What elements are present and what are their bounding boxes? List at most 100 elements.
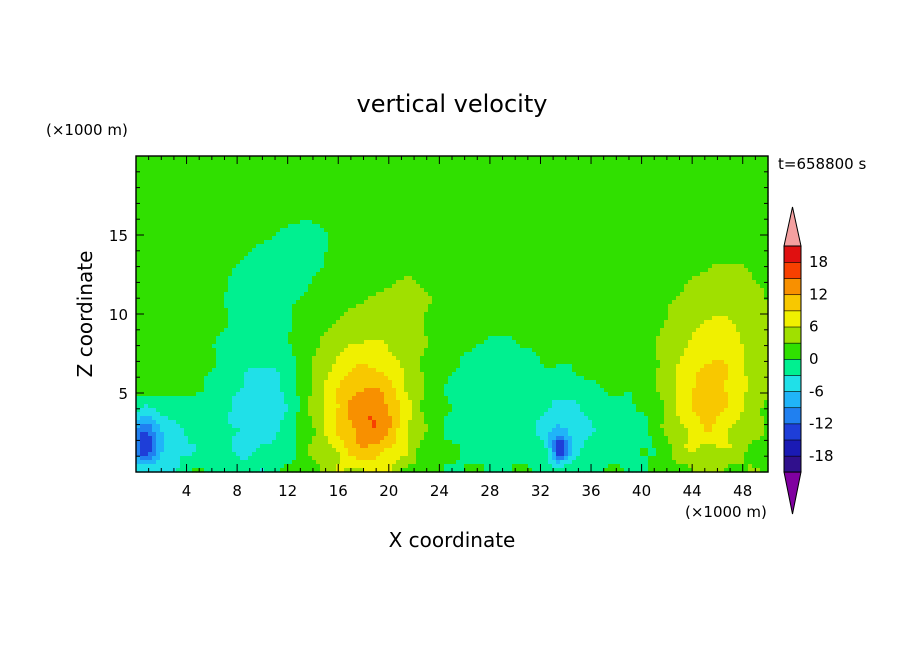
contour-cell bbox=[220, 240, 225, 245]
contour-cell bbox=[396, 244, 401, 249]
contour-cell bbox=[744, 276, 749, 281]
contour-cell bbox=[148, 216, 153, 221]
contour-cell bbox=[176, 232, 181, 237]
contour-cell bbox=[340, 240, 345, 245]
contour-cell bbox=[432, 160, 437, 165]
contour-cell bbox=[488, 192, 493, 197]
contour-cell bbox=[684, 180, 689, 185]
contour-cell bbox=[540, 216, 545, 221]
contour-cell bbox=[392, 172, 397, 177]
contour-cell bbox=[172, 192, 177, 197]
contour-cell bbox=[696, 232, 701, 237]
contour-cell bbox=[296, 232, 301, 237]
contour-cell bbox=[620, 264, 625, 269]
contour-cell bbox=[168, 236, 173, 241]
contour-cell bbox=[684, 224, 689, 229]
contour-cell bbox=[444, 280, 449, 285]
contour-cell bbox=[220, 156, 225, 161]
contour-cell bbox=[740, 272, 745, 277]
contour-cell bbox=[336, 264, 341, 269]
contour-cell bbox=[580, 264, 585, 269]
contour-cell bbox=[472, 224, 477, 229]
contour-cell bbox=[548, 176, 553, 181]
contour-cell bbox=[184, 212, 189, 217]
contour-cell bbox=[632, 240, 637, 245]
contour-cell bbox=[396, 204, 401, 209]
contour-cell bbox=[284, 192, 289, 197]
contour-cell bbox=[744, 220, 749, 225]
contour-cell bbox=[252, 232, 257, 237]
contour-cell bbox=[516, 200, 521, 205]
contour-cell bbox=[672, 256, 677, 261]
contour-cell bbox=[168, 224, 173, 229]
contour-cell bbox=[516, 232, 521, 237]
contour-cell bbox=[344, 228, 349, 233]
contour-cell bbox=[208, 252, 213, 257]
contour-cell bbox=[276, 220, 281, 225]
contour-cell bbox=[196, 208, 201, 213]
contour-cell bbox=[684, 244, 689, 249]
contour-cell bbox=[644, 272, 649, 277]
contour-cell bbox=[296, 184, 301, 189]
contour-cell bbox=[284, 260, 289, 265]
contour-cell bbox=[616, 200, 621, 205]
contour-cell bbox=[756, 272, 761, 277]
contour-cell bbox=[548, 248, 553, 253]
contour-cell bbox=[320, 200, 325, 205]
contour-cell bbox=[528, 272, 533, 277]
contour-cell bbox=[624, 248, 629, 253]
contour-cell bbox=[220, 236, 225, 241]
contour-cell bbox=[468, 256, 473, 261]
contour-cell bbox=[696, 216, 701, 221]
contour-cell bbox=[616, 216, 621, 221]
contour-cell bbox=[192, 168, 197, 173]
contour-cell bbox=[396, 240, 401, 245]
contour-cell bbox=[536, 156, 541, 161]
contour-cell bbox=[512, 224, 517, 229]
contour-cell bbox=[180, 176, 185, 181]
contour-cell bbox=[632, 172, 637, 177]
contour-cell bbox=[256, 280, 261, 285]
contour-cell bbox=[608, 160, 613, 165]
contour-cell bbox=[452, 228, 457, 233]
contour-cell bbox=[668, 180, 673, 185]
contour-cell bbox=[740, 164, 745, 169]
contour-cell bbox=[380, 216, 385, 221]
contour-cell bbox=[664, 176, 669, 181]
contour-cell bbox=[336, 260, 341, 265]
contour-cell bbox=[368, 212, 373, 217]
contour-cell bbox=[360, 236, 365, 241]
contour-cell bbox=[276, 236, 281, 241]
contour-cell bbox=[524, 188, 529, 193]
contour-cell bbox=[612, 196, 617, 201]
contour-cell bbox=[452, 180, 457, 185]
contour-cell bbox=[216, 192, 221, 197]
contour-cell bbox=[252, 256, 257, 261]
contour-cell bbox=[732, 244, 737, 249]
contour-cell bbox=[160, 200, 165, 205]
contour-cell bbox=[240, 224, 245, 229]
contour-cell bbox=[320, 196, 325, 201]
contour-cell bbox=[236, 168, 241, 173]
contour-cell bbox=[720, 196, 725, 201]
contour-cell bbox=[596, 256, 601, 261]
contour-cell bbox=[504, 252, 509, 257]
contour-cell bbox=[160, 240, 165, 245]
contour-cell bbox=[752, 164, 757, 169]
contour-cell bbox=[692, 212, 697, 217]
contour-cell bbox=[196, 280, 201, 285]
contour-cell bbox=[304, 256, 309, 261]
contour-cell bbox=[280, 228, 285, 233]
contour-cell bbox=[256, 224, 261, 229]
contour-cell bbox=[616, 168, 621, 173]
contour-cell bbox=[592, 272, 597, 277]
contour-cell bbox=[728, 224, 733, 229]
contour-cell bbox=[196, 156, 201, 161]
contour-cell bbox=[492, 216, 497, 221]
contour-cell bbox=[700, 212, 705, 217]
contour-cell bbox=[552, 252, 557, 257]
contour-cell bbox=[172, 240, 177, 245]
contour-cell bbox=[356, 176, 361, 181]
contour-cell bbox=[288, 176, 293, 181]
contour-cell bbox=[764, 240, 769, 245]
